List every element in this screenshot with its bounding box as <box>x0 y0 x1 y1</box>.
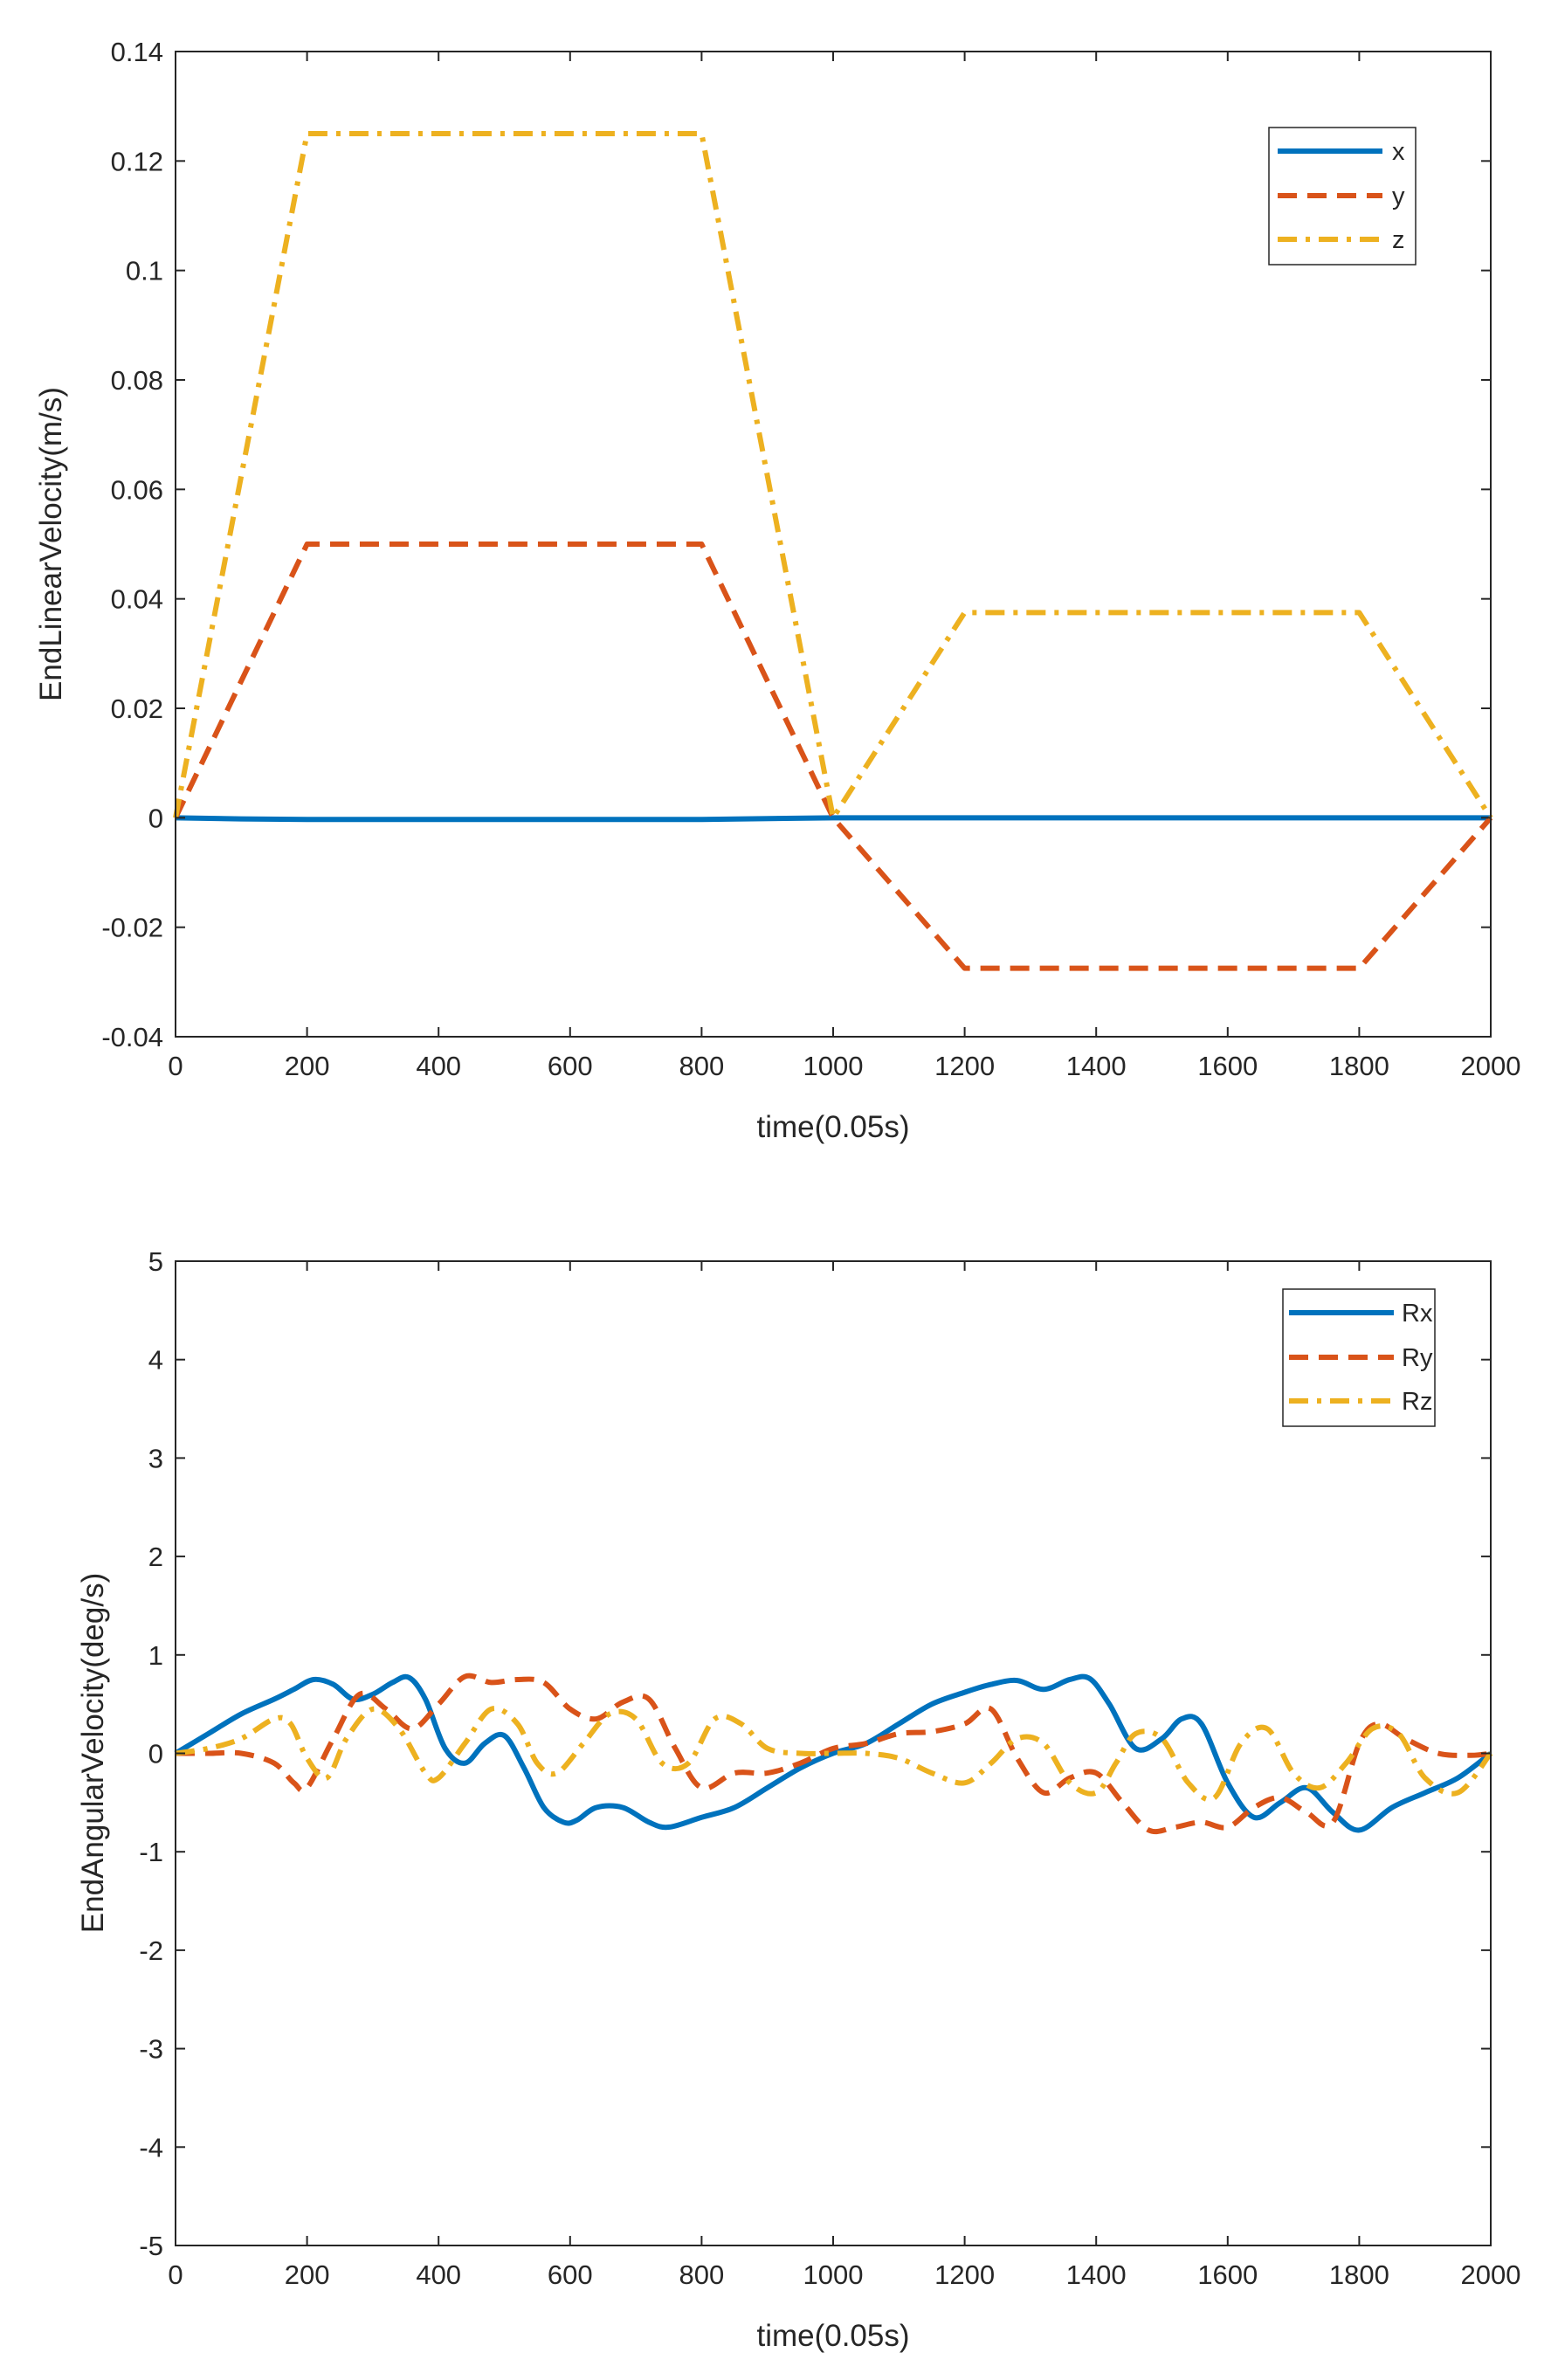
x-tick-label: 1000 <box>803 1051 864 1081</box>
legend-label-rz: Rz <box>1402 1388 1432 1416</box>
x-tick-label: 1200 <box>934 1051 995 1081</box>
x-tick-label: 1000 <box>803 2259 864 2290</box>
x-tick-label: 1600 <box>1197 2259 1258 2290</box>
series-layer <box>173 131 1493 971</box>
x-tick-label: 400 <box>416 2259 461 2290</box>
series-line-ry <box>176 1673 1492 1835</box>
series-line-rz <box>175 1706 1493 1803</box>
x-tick-label: 600 <box>548 2259 593 2290</box>
x-tick-label: 2000 <box>1461 2259 1521 2290</box>
y-tick-labels: -0.04 -0.02 0 0.02 0.04 0.06 0.08 0.1 0.… <box>101 37 163 1052</box>
legend-label-x: x <box>1392 138 1405 166</box>
legend: Rx Ry Rz <box>1282 1288 1436 1427</box>
x-tick-label: 800 <box>679 1051 725 1081</box>
x-tick-labels: 0 200 400 600 800 1000 1200 1400 1600 18… <box>168 2259 1520 2290</box>
y-tick-label: 5 <box>148 1246 163 1277</box>
y-tick-label: 1 <box>148 1640 163 1671</box>
legend-label-y: y <box>1392 183 1405 210</box>
y-tick-label: 0.02 <box>111 693 163 724</box>
x-tick-label: 0 <box>168 2259 183 2290</box>
y-tick-label: -4 <box>139 2132 163 2163</box>
x-tick-label: 1800 <box>1329 2259 1389 2290</box>
chart-linear-velocity: 0 200 400 600 800 1000 1200 1400 1600 18… <box>34 37 1520 1144</box>
tick-marks <box>175 1260 1492 2246</box>
y-tick-label: 0.12 <box>111 146 163 176</box>
series-line-x <box>175 815 1491 823</box>
x-tick-label: 2000 <box>1461 1051 1521 1081</box>
x-tick-labels: 0 200 400 600 800 1000 1200 1400 1600 18… <box>168 1051 1520 1081</box>
y-tick-label: -3 <box>139 2034 163 2065</box>
y-tick-label: 0 <box>148 803 163 833</box>
x-tick-label: 1600 <box>1197 1051 1258 1081</box>
y-tick-label: 4 <box>148 1345 163 1376</box>
legend-label-ry: Ry <box>1402 1344 1433 1372</box>
y-tick-label: 0.04 <box>111 584 163 615</box>
x-axis-label: time(0.05s) <box>756 2319 909 2353</box>
series-layer <box>174 1673 1493 1835</box>
x-tick-label: 1400 <box>1066 2259 1127 2290</box>
y-axis-label: EndLinearVelocity(m/s) <box>34 387 68 701</box>
y-tick-label: 0.1 <box>126 256 163 286</box>
y-tick-label: -5 <box>139 2231 163 2261</box>
y-tick-label: -2 <box>139 1935 163 1966</box>
y-tick-label: 0.14 <box>111 37 163 67</box>
x-tick-label: 1400 <box>1066 1051 1127 1081</box>
legend: x y z <box>1268 127 1417 266</box>
x-tick-label: 0 <box>168 1051 183 1081</box>
x-tick-label: 400 <box>416 1051 461 1081</box>
series-line-rx <box>174 1673 1492 1833</box>
y-tick-label: 0.08 <box>111 365 163 396</box>
x-tick-label: 200 <box>285 1051 330 1081</box>
y-tick-label: 0 <box>148 1739 163 1769</box>
x-axis-label: time(0.05s) <box>756 1110 909 1144</box>
x-tick-label: 1800 <box>1329 1051 1389 1081</box>
legend-label-z: z <box>1392 226 1405 254</box>
x-tick-label: 200 <box>285 2259 330 2290</box>
y-tick-label: 0.06 <box>111 474 163 505</box>
y-axis-label: EndAngularVelocity(deg/s) <box>76 1573 110 1933</box>
y-tick-label: 2 <box>148 1542 163 1572</box>
y-tick-label: 3 <box>148 1443 163 1473</box>
y-tick-labels: -5 -4 -3 -2 -1 0 1 2 3 4 5 <box>139 1246 163 2261</box>
x-tick-label: 800 <box>679 2259 725 2290</box>
series-line-z <box>173 131 1493 821</box>
legend-label-rx: Rx <box>1402 1300 1433 1328</box>
y-tick-label: -1 <box>139 1837 163 1867</box>
x-tick-label: 1200 <box>934 2259 995 2290</box>
chart-angular-velocity: 0 200 400 600 800 1000 1200 1400 1600 18… <box>76 1246 1520 2353</box>
x-tick-label: 600 <box>548 1051 593 1081</box>
series-line-y <box>173 542 1493 971</box>
tick-marks <box>175 51 1492 1038</box>
y-tick-label: -0.02 <box>101 913 163 943</box>
y-tick-label: -0.04 <box>101 1022 163 1052</box>
